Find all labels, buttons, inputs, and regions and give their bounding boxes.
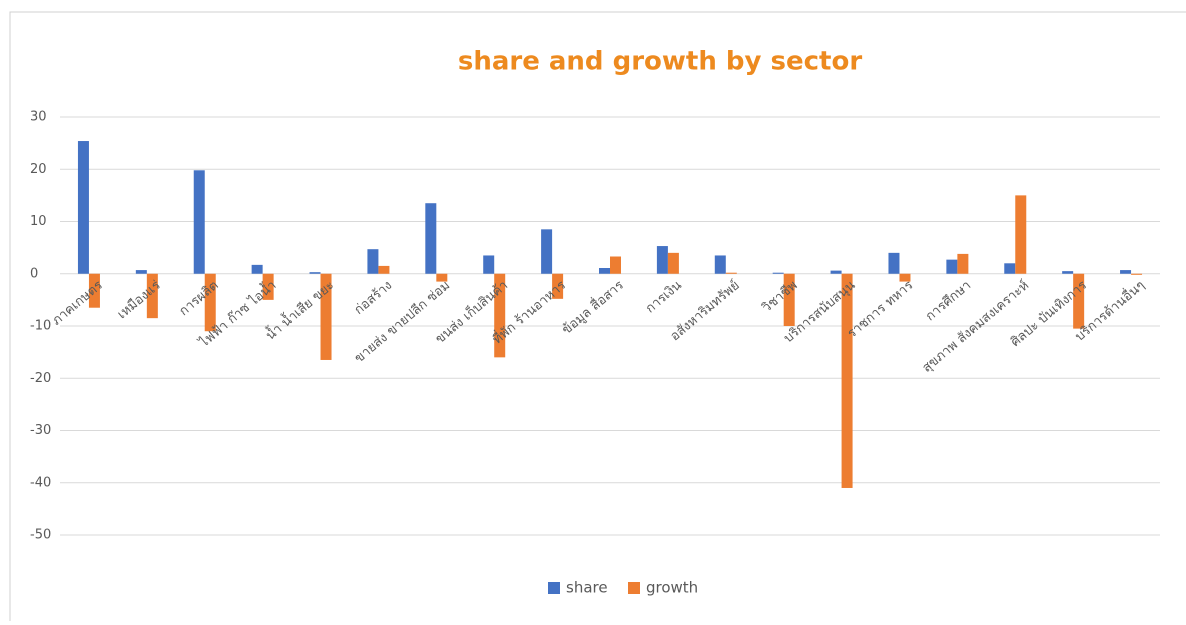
bar [320, 273, 332, 360]
legend-swatch [628, 582, 640, 594]
bar [146, 273, 158, 319]
bar [378, 265, 390, 274]
bar [193, 170, 205, 274]
bar [667, 252, 679, 274]
bar [262, 273, 274, 300]
y-tick-label: -10 [30, 319, 51, 334]
bar [309, 272, 321, 274]
y-tick-label: -20 [30, 371, 51, 386]
bar [541, 229, 553, 274]
bar [830, 270, 842, 274]
y-tick-label: 20 [30, 162, 47, 177]
bar [1120, 270, 1132, 274]
bar [88, 273, 100, 308]
bar [1131, 273, 1143, 275]
bar [1015, 195, 1027, 274]
bar [899, 273, 911, 282]
legend-label: share [566, 579, 608, 597]
legend-swatch [548, 582, 560, 594]
bar [135, 270, 147, 274]
legend-label: growth [646, 579, 698, 597]
bar [494, 273, 506, 358]
y-tick-label: 0 [30, 266, 38, 281]
bar [367, 249, 379, 274]
y-tick-label: 30 [30, 110, 47, 125]
bar [725, 272, 737, 274]
bar [841, 273, 853, 488]
bar [1062, 271, 1074, 274]
y-tick-label: -50 [30, 528, 51, 543]
bar [552, 273, 564, 299]
bar [204, 273, 216, 332]
bar [436, 273, 448, 282]
bar [1073, 273, 1085, 329]
bar [599, 268, 610, 274]
bar [77, 141, 89, 274]
bar [888, 252, 900, 274]
y-tick-label: -30 [30, 423, 51, 438]
bar [656, 246, 668, 274]
bar [946, 259, 958, 274]
bar [1004, 263, 1016, 274]
bar [251, 264, 263, 274]
bar [783, 273, 795, 326]
bar [957, 253, 969, 274]
bar [425, 203, 437, 274]
chart-title: share and growth by sector [458, 47, 862, 77]
y-tick-label: -40 [30, 475, 51, 490]
bar [772, 272, 784, 274]
y-tick-label: 10 [30, 214, 47, 229]
bar [483, 255, 495, 274]
bar [714, 255, 726, 274]
bar [610, 256, 621, 274]
